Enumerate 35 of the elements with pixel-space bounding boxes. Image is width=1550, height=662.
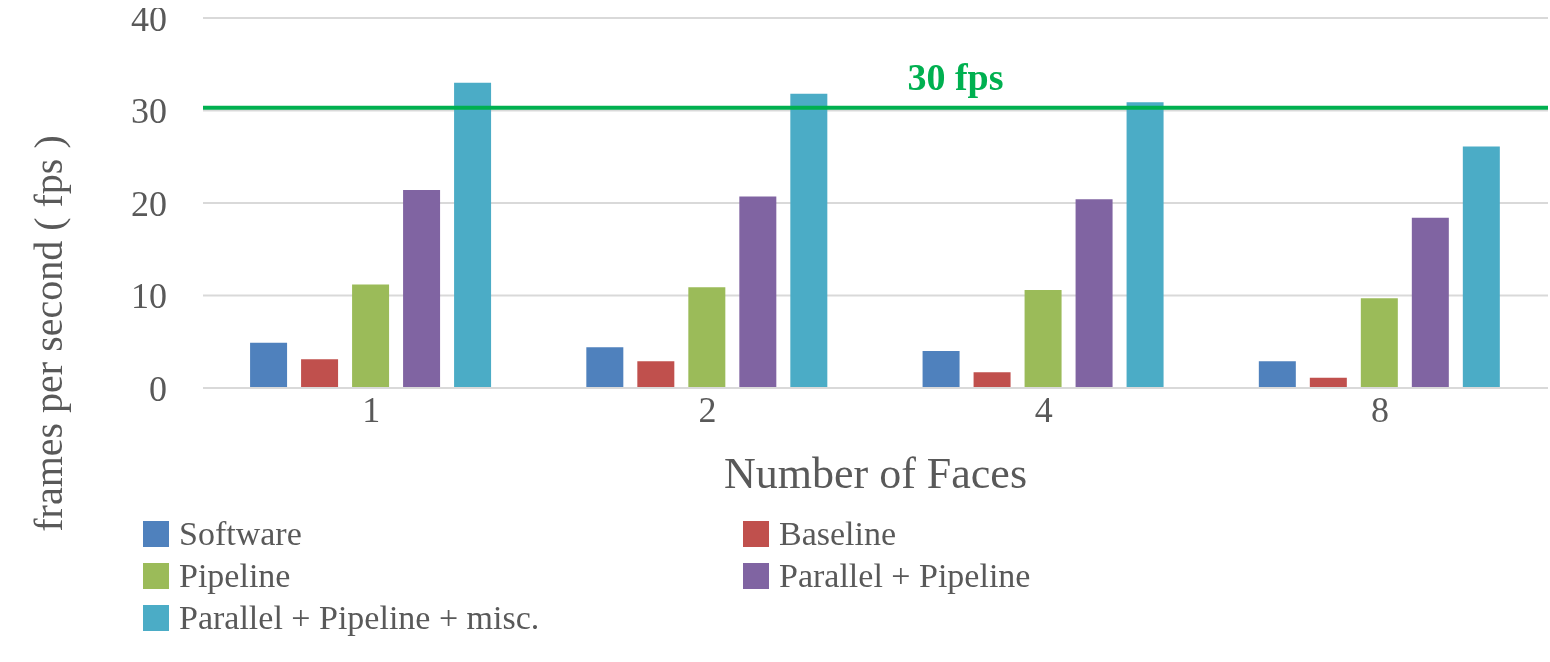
legend-label: Parallel + Pipeline + misc. xyxy=(179,598,540,638)
legend-label: Software xyxy=(179,514,302,554)
bar xyxy=(1075,199,1113,388)
y-tick-label: 20 xyxy=(131,183,167,224)
y-axis-title: frames per second ( fps ) xyxy=(24,134,72,532)
y-tick-label: 30 xyxy=(131,91,167,132)
bar xyxy=(739,196,777,388)
x-tick-label: 4 xyxy=(1034,389,1053,430)
bar xyxy=(352,284,390,388)
bar xyxy=(637,361,675,388)
y-tick-label: 10 xyxy=(131,276,167,317)
bar xyxy=(790,93,828,388)
bar xyxy=(301,359,339,388)
x-tick-label: 2 xyxy=(698,389,717,430)
ref-line-label: 30 fps xyxy=(907,55,1004,98)
bar xyxy=(1258,361,1296,388)
bar xyxy=(1411,217,1449,388)
bar xyxy=(1126,102,1164,388)
bar xyxy=(454,82,492,388)
bar xyxy=(1024,289,1062,388)
legend-label: Baseline xyxy=(779,514,897,554)
y-tick-label: 0 xyxy=(149,368,167,409)
bar xyxy=(586,347,624,388)
bar xyxy=(922,351,960,388)
bar xyxy=(1462,146,1500,388)
bar xyxy=(973,372,1011,388)
bar xyxy=(688,287,726,388)
legend-label: Parallel + Pipeline xyxy=(779,556,1031,596)
legend-label: Pipeline xyxy=(179,556,291,596)
bar xyxy=(250,342,288,388)
x-tick-label: 1 xyxy=(362,389,381,430)
bar xyxy=(403,190,441,388)
x-tick-label: 8 xyxy=(1370,389,1389,430)
bar xyxy=(1360,298,1398,388)
x-axis-title: Number of Faces xyxy=(723,449,1028,498)
